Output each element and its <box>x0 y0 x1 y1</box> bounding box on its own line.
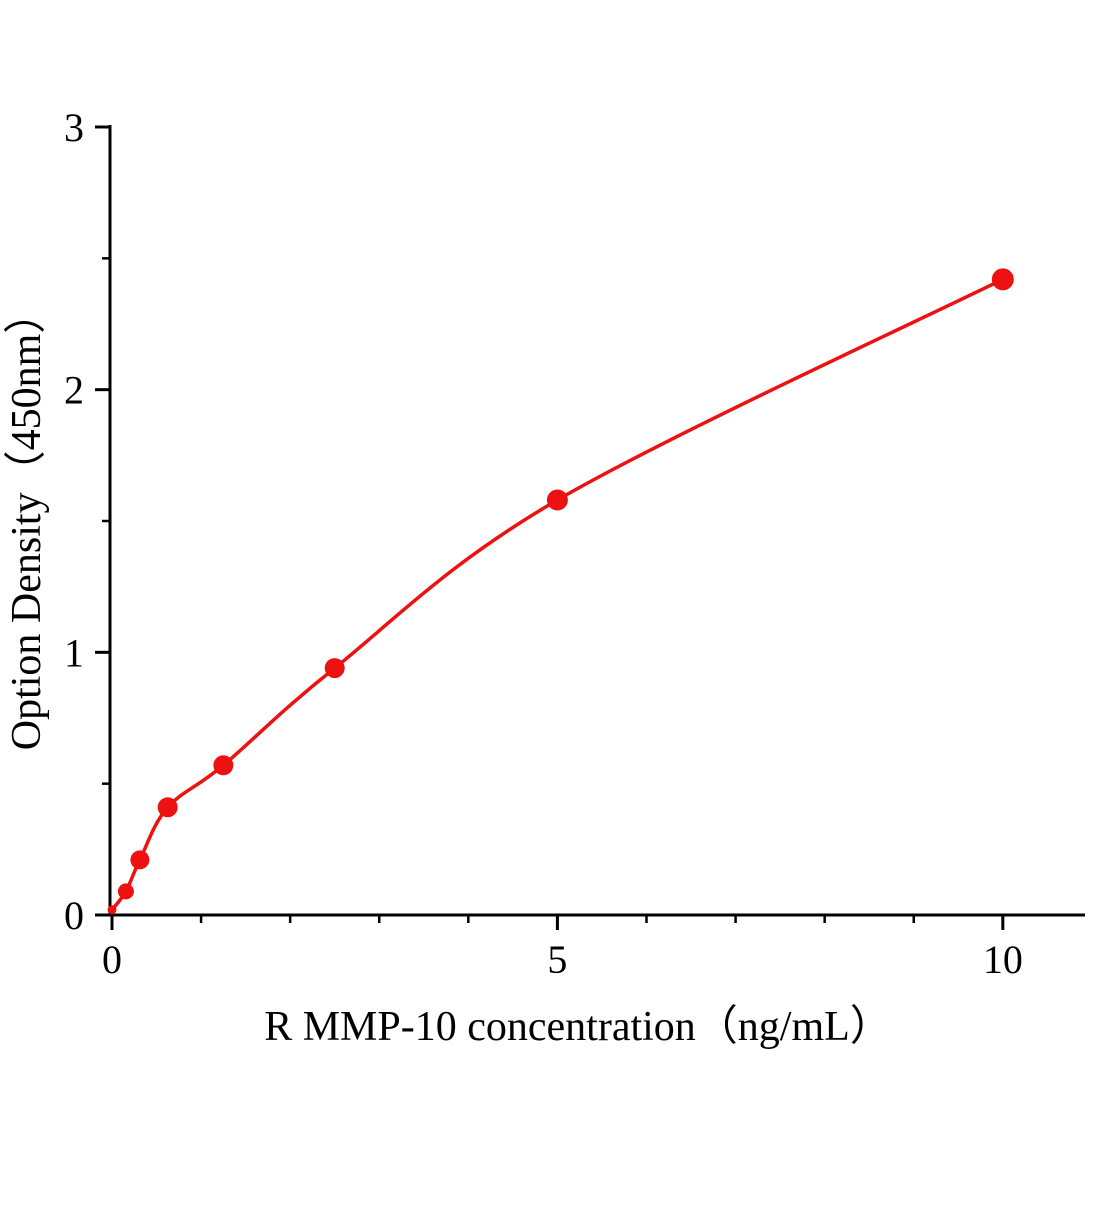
x-tick-label: 5 <box>547 937 567 982</box>
data-point <box>157 797 178 818</box>
axes-layer <box>95 125 1085 930</box>
y-tick-label: 1 <box>64 630 84 675</box>
tick-labels-layer: 0 5 10 0 1 2 3 <box>64 105 1023 982</box>
data-point <box>117 883 134 900</box>
data-point <box>107 905 117 915</box>
data-point <box>324 658 345 679</box>
y-tick-label: 2 <box>64 368 84 413</box>
data-point <box>991 268 1014 291</box>
y-axis-label: Option Density（450nm） <box>4 292 50 751</box>
data-point <box>213 755 234 776</box>
x-tick-label: 10 <box>983 937 1023 982</box>
fit-curve <box>110 277 1005 912</box>
series-layer <box>107 268 1014 915</box>
data-point <box>130 850 150 870</box>
y-tick-label: 0 <box>64 893 84 938</box>
y-tick-label: 3 <box>64 105 84 150</box>
data-point <box>546 489 568 511</box>
x-axis-label: R MMP-10 concentration（ng/mL） <box>264 1004 892 1050</box>
x-tick-label: 0 <box>102 937 122 982</box>
